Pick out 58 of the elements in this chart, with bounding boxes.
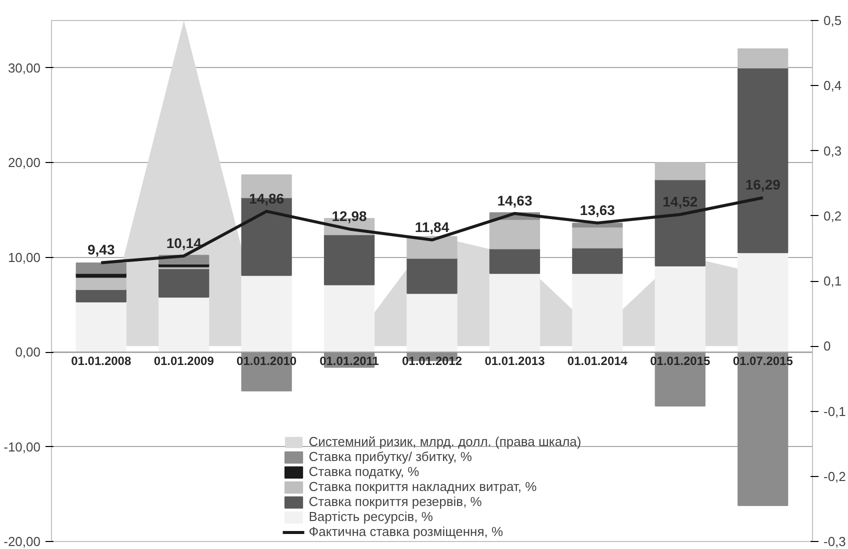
y2-tick-label: 0,5 [824,13,842,28]
legend-label: Фактична ставка розміщення, % [308,524,504,539]
y2-tick-label: 0,4 [824,78,842,94]
bar [76,262,126,274]
bar [654,162,706,180]
y-tick-label: 30,00 [8,60,41,76]
legend-label: Ставка покриття накладних витрат, % [308,479,537,494]
bar [158,296,210,353]
legend-label: Системний ризик, млрд. долл. (права шкала) [308,434,582,449]
bar [572,272,623,353]
y-tick-label: 10,00 [8,250,41,265]
x-tick-label: 01.01.2014 [567,354,628,368]
y2-tick-label: 0,3 [824,143,842,158]
x-tick-label: 01.01.2009 [154,354,214,368]
bar [324,284,375,353]
y-tick-label: 0,00 [15,344,41,360]
data-label: 11,84 [414,218,450,235]
y2-tick-label: -0,2 [824,468,846,484]
bar [738,67,788,254]
x-tick-label: 01.01.2013 [484,354,546,368]
x-tick-label: 01.01.2012 [402,354,462,368]
bar [654,179,706,266]
data-label: 9,43 [88,242,115,258]
bar [76,289,126,302]
bar [76,276,126,290]
y2-tick-label: 0,2 [824,208,842,224]
bar [572,247,623,274]
data-label: 13,63 [580,202,616,218]
legend-label: Ставка покриття резервів, % [308,494,482,509]
bar [738,252,788,353]
bar [489,218,540,250]
bar [406,292,458,353]
y2-tick-label: -0,1 [824,404,846,419]
bar [738,48,788,68]
y2-tick-label: 0,1 [824,274,842,288]
bar [158,268,210,298]
bar [406,236,458,259]
data-label: 10,14 [166,234,202,251]
y2-tick-label: -0,3 [824,534,846,549]
y-tick-label: -10,00 [4,439,41,454]
legend-label: Вартість ресурсів, % [308,509,433,524]
data-label: 14,63 [497,192,532,208]
bar [241,274,292,353]
legend-label: Ставка податку, % [308,464,420,479]
bar [654,265,706,353]
bar [324,234,375,286]
bar [572,222,623,228]
y2-tick-label: 0 [824,338,831,354]
bar [489,272,540,353]
bar [489,248,540,274]
data-label: 12,98 [332,208,368,224]
bar [76,301,126,353]
bar [406,258,458,294]
y-tick-label: 20,00 [8,155,41,170]
legend-label: Ставка прибутку/ збитку, % [308,449,472,464]
y-tick-label: -20,00 [4,534,41,549]
x-tick-label: 01.01.2008 [71,354,132,368]
bar [572,226,623,248]
